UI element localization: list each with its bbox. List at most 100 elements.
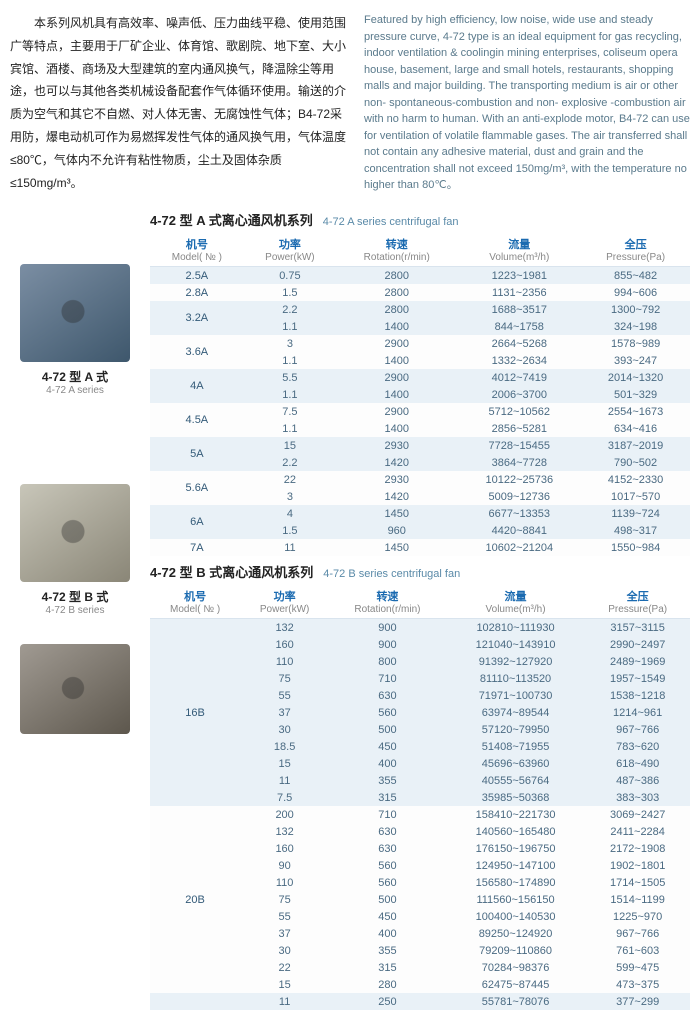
th-volume: 流量Volume(m³/h) [446,585,586,619]
cell-value: 1.5 [244,284,336,301]
table-row: 5.6A22293010122~257364152~2330 [150,471,690,488]
cell-value: 1400 [336,386,457,403]
cell-value: 7.5 [240,789,329,806]
cell-value: 383~303 [585,789,690,806]
cell-value: 450 [329,908,446,925]
table-b-title: 4-72 型 B 式离心通风机系列 4-72 B series centrifu… [150,562,690,581]
cell-value: 1514~1199 [585,891,690,908]
cell-value: 1139~724 [581,505,690,522]
cell-value: 11 [240,993,329,1010]
product-image-b [20,484,130,582]
cell-value: 1223~1981 [457,267,581,285]
table-row: 4A5.529004012~74192014~1320 [150,369,690,386]
cell-value: 1420 [336,454,457,471]
cell-value: 315 [329,789,446,806]
cell-value: 1550~984 [581,539,690,556]
cell-value: 1400 [336,420,457,437]
cell-value: 2930 [336,437,457,454]
cell-value: 81110~113520 [446,670,586,687]
cell-value: 140560~165480 [446,823,586,840]
cell-value: 160 [240,840,329,857]
cell-value: 960 [336,522,457,539]
cell-value: 761~603 [585,942,690,959]
cell-value: 250 [329,993,446,1010]
cell-value: 450 [329,738,446,755]
cell-value: 1.1 [244,386,336,403]
cell-value: 498~317 [581,522,690,539]
cell-value: 2930 [336,471,457,488]
cell-value: 110 [240,874,329,891]
intro-row: 本系列风机具有高效率、噪声低、压力曲线平稳、使用范围广等特点，主要用于厂矿企业、… [10,12,690,194]
cell-value: 37 [240,704,329,721]
table-a-title: 4-72 型 A 式离心通风机系列 4-72 A series centrifu… [150,210,690,229]
cell-model: 6A [150,505,244,539]
cell-model: 2.8A [150,284,244,301]
cell-value: 2.2 [244,454,336,471]
cell-value: 560 [329,874,446,891]
cell-value: 855~482 [581,267,690,285]
cell-value: 70284~98376 [446,959,586,976]
table-a: 机号Model( № ) 功率Power(kW) 转速Rotation(r/mi… [150,233,690,556]
table-a-body: 2.5A0.7528001223~1981855~4822.8A1.528001… [150,267,690,557]
cell-value: 1957~1549 [585,670,690,687]
cell-value: 1538~1218 [585,687,690,704]
cell-value: 2900 [336,335,457,352]
cell-value: 1578~989 [581,335,690,352]
cell-value: 7728~15455 [457,437,581,454]
cell-value: 3 [244,335,336,352]
table-b-title-en: 4-72 B series centrifugal fan [323,568,460,580]
cell-value: 6677~13353 [457,505,581,522]
cell-value: 121040~143910 [446,636,586,653]
cell-value: 560 [329,857,446,874]
cell-value: 7.5 [244,403,336,420]
cell-value: 1714~1505 [585,874,690,891]
cell-value: 630 [329,687,446,704]
cell-value: 400 [329,925,446,942]
cell-value: 35985~50368 [446,789,586,806]
cell-value: 324~198 [581,318,690,335]
cell-value: 89250~124920 [446,925,586,942]
table-a-title-en: 4-72 A series centrifugal fan [323,216,459,228]
cell-value: 132 [240,823,329,840]
th-model: 机号Model( № ) [150,233,244,267]
cell-value: 160 [240,636,329,653]
caption-b-cn: 4-72 型 B 式 [10,588,140,605]
cell-value: 2006~3700 [457,386,581,403]
table-row: 7A11145010602~212041550~984 [150,539,690,556]
cell-value: 57120~79950 [446,721,586,738]
cell-value: 79209~110860 [446,942,586,959]
cell-value: 844~1758 [457,318,581,335]
cell-value: 15 [240,755,329,772]
cell-value: 315 [329,959,446,976]
cell-value: 1688~3517 [457,301,581,318]
cell-value: 4152~2330 [581,471,690,488]
th-pressure: 全压Pressure(Pa) [585,585,690,619]
cell-model: 4.5A [150,403,244,437]
caption-b-en: 4-72 B series [10,605,140,616]
cell-value: 1.1 [244,420,336,437]
cell-value: 3864~7728 [457,454,581,471]
cell-value: 1450 [336,505,457,522]
cell-value: 1.1 [244,318,336,335]
th-power: 功率Power(kW) [240,585,329,619]
cell-value: 900 [329,619,446,637]
cell-value: 1420 [336,488,457,505]
cell-value: 3157~3115 [585,619,690,637]
cell-value: 51408~71955 [446,738,586,755]
cell-value: 500 [329,891,446,908]
cell-value: 2554~1673 [581,403,690,420]
cell-value: 1450 [336,539,457,556]
th-rotation: 转速Rotation(r/min) [329,585,446,619]
cell-value: 393~247 [581,352,690,369]
cell-value: 37 [240,925,329,942]
intro-chinese: 本系列风机具有高效率、噪声低、压力曲线平稳、使用范围广等特点，主要用于厂矿企业、… [10,12,350,194]
cell-value: 15 [244,437,336,454]
table-row: 2.5A0.7528001223~1981855~482 [150,267,690,285]
cell-value: 102810~111930 [446,619,586,637]
cell-model: 5.6A [150,471,244,505]
cell-model: 16B [150,619,240,807]
cell-value: 4420~8841 [457,522,581,539]
cell-value: 4012~7419 [457,369,581,386]
table-row: 16B132900102810~1119303157~3115 [150,619,690,637]
cell-value: 599~475 [585,959,690,976]
